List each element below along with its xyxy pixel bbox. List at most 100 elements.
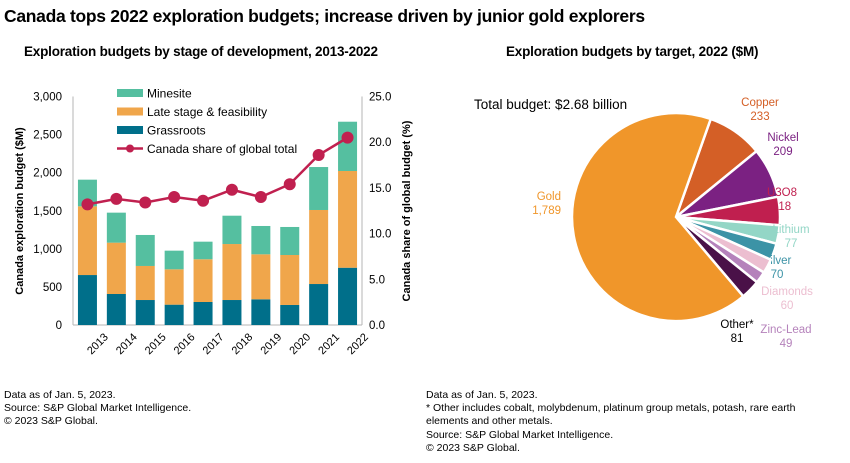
- bar-minesite: [135, 234, 155, 266]
- bar-grassroots: [106, 294, 126, 325]
- pie-chart-title: Exploration budgets by target, 2022 ($M): [506, 44, 759, 59]
- pie-value-label: 77: [785, 238, 798, 250]
- bar-grassroots: [309, 284, 329, 325]
- pie-chart: Total budget: $2.68 billion Copper 233 Nick…: [474, 97, 813, 350]
- y2-tick-label: 20.0: [369, 137, 391, 149]
- bar-grassroots: [77, 275, 97, 325]
- pie-value-label: 70: [771, 269, 784, 281]
- footnote-line: * Other includes cobalt, molybdenum, pla…: [426, 402, 796, 415]
- pie-label: Diamonds: [761, 286, 813, 298]
- footnote-line: Source: S&P Global Market Intelligence.: [4, 402, 192, 415]
- y-tick-label: 0: [56, 320, 62, 332]
- pie-label: Copper: [741, 97, 779, 109]
- footnote-line: © 2023 S&P Global.: [426, 441, 520, 454]
- bar-late-stage: [309, 209, 329, 285]
- bar-late-stage: [222, 244, 242, 301]
- pie-value-label: 60: [781, 300, 794, 312]
- pie-total-annotation: Total budget: $2.68 billion: [474, 97, 627, 112]
- legend-swatch: [117, 89, 143, 97]
- share-line-point: [139, 196, 152, 209]
- bar-late-stage: [77, 206, 97, 276]
- legend-label: Minesite: [147, 87, 192, 101]
- footnote-line: © 2023 S&P Global.: [4, 415, 98, 428]
- legend-marker-swatch: [126, 144, 134, 153]
- share-line-point: [283, 178, 296, 191]
- pie-value-label: 1,789: [532, 205, 561, 217]
- bar-minesite: [251, 225, 271, 255]
- x-tick-label: 2019: [258, 331, 284, 357]
- share-line: [87, 136, 349, 206]
- main-title: Canada tops 2022 exploration budgets; in…: [4, 6, 645, 26]
- x-tick-label: 2021: [316, 331, 342, 357]
- pie-label: U3O8: [767, 187, 797, 199]
- bar-minesite: [309, 167, 329, 210]
- x-tick-label: 2014: [114, 331, 140, 357]
- x-tick-label: 2022: [345, 331, 371, 357]
- pie-value-label: 233: [750, 111, 769, 123]
- x-tick-label: 2015: [143, 331, 169, 357]
- bar-grassroots: [193, 301, 213, 325]
- bar-late-stage: [135, 265, 155, 301]
- bar-minesite: [77, 179, 97, 207]
- pie-label: Other*: [720, 319, 754, 331]
- share-line-point: [254, 191, 267, 204]
- bar-grassroots: [338, 267, 358, 325]
- right-footnotes: Data as of Jan. 5, 2023. * Other include…: [426, 389, 846, 455]
- bar-minesite: [164, 250, 184, 270]
- x-tick-label: 2016: [172, 331, 198, 357]
- y-tick-label: 2,500: [33, 130, 62, 142]
- bar-minesite: [338, 121, 358, 171]
- share-line-point: [110, 192, 123, 205]
- bar-late-stage: [280, 255, 300, 305]
- pie-label: Zinc-Lead: [760, 324, 811, 336]
- legend-label: Canada share of global total: [147, 142, 297, 156]
- bar-late-stage: [193, 259, 213, 302]
- pie-value-label: 209: [773, 146, 792, 158]
- x-tick-label: 2013: [85, 331, 111, 357]
- y-tick-label: 1,500: [33, 206, 62, 218]
- pie-label: Nickel: [767, 132, 798, 144]
- share-line-point: [225, 183, 238, 196]
- x-tick-label: 2020: [287, 331, 313, 357]
- y2-tick-label: 25.0: [369, 92, 391, 104]
- bar-minesite: [193, 241, 213, 260]
- bar-minesite: [106, 212, 126, 243]
- pie-label: Gold: [537, 191, 561, 203]
- bar-late-stage: [164, 269, 184, 305]
- footnote-line: elements and other metals.: [426, 415, 553, 428]
- y2-tick-label: 5.0: [369, 274, 385, 286]
- footnote-line: Source: S&P Global Market Intelligence.: [426, 428, 614, 441]
- bar-chart: 0 500 1,000 1,500 2,000 2,500 3,000 0.0 5.0 10.0 1…: [14, 87, 413, 358]
- share-line-point: [168, 191, 181, 204]
- legend-label: Grassroots: [147, 124, 206, 138]
- y2-axis-title: Canada share of global budget (%): [401, 120, 413, 301]
- legend-label: Late stage & feasibility: [147, 105, 267, 119]
- bar-grassroots: [135, 300, 155, 325]
- y2-tick-label: 0.0: [369, 320, 385, 332]
- y2-tick-label: 15.0: [369, 183, 391, 195]
- legend-swatch: [117, 126, 143, 134]
- bar-minesite: [222, 215, 242, 245]
- share-line-point: [81, 198, 94, 211]
- y-axis-title: Canada exploration budget ($M): [14, 127, 26, 295]
- bar-late-stage: [251, 254, 271, 300]
- share-line-point: [341, 131, 354, 144]
- pie-value-label: 81: [731, 333, 744, 345]
- footnote-line: Data as of Jan. 5, 2023.: [426, 389, 538, 401]
- x-tick-label: 2017: [201, 331, 227, 357]
- share-line-point: [197, 194, 210, 207]
- x-tick-label: 2018: [230, 331, 256, 357]
- y-tick-label: 1,000: [33, 244, 62, 256]
- share-line-point: [312, 148, 325, 161]
- bar-chart-title: Exploration budgets by stage of developm…: [24, 44, 378, 59]
- bar-grassroots: [164, 304, 184, 325]
- footnote-line: Data as of Jan. 5, 2023.: [4, 389, 116, 401]
- pie-value-label: 49: [780, 338, 793, 350]
- pie-slice-gold: [570, 111, 745, 323]
- y-tick-label: 2,000: [33, 168, 62, 180]
- legend-swatch: [117, 107, 143, 116]
- bar-grassroots: [251, 299, 271, 325]
- bar-minesite: [280, 226, 300, 256]
- bar-late-stage: [106, 242, 126, 295]
- y-tick-label: 500: [43, 282, 62, 294]
